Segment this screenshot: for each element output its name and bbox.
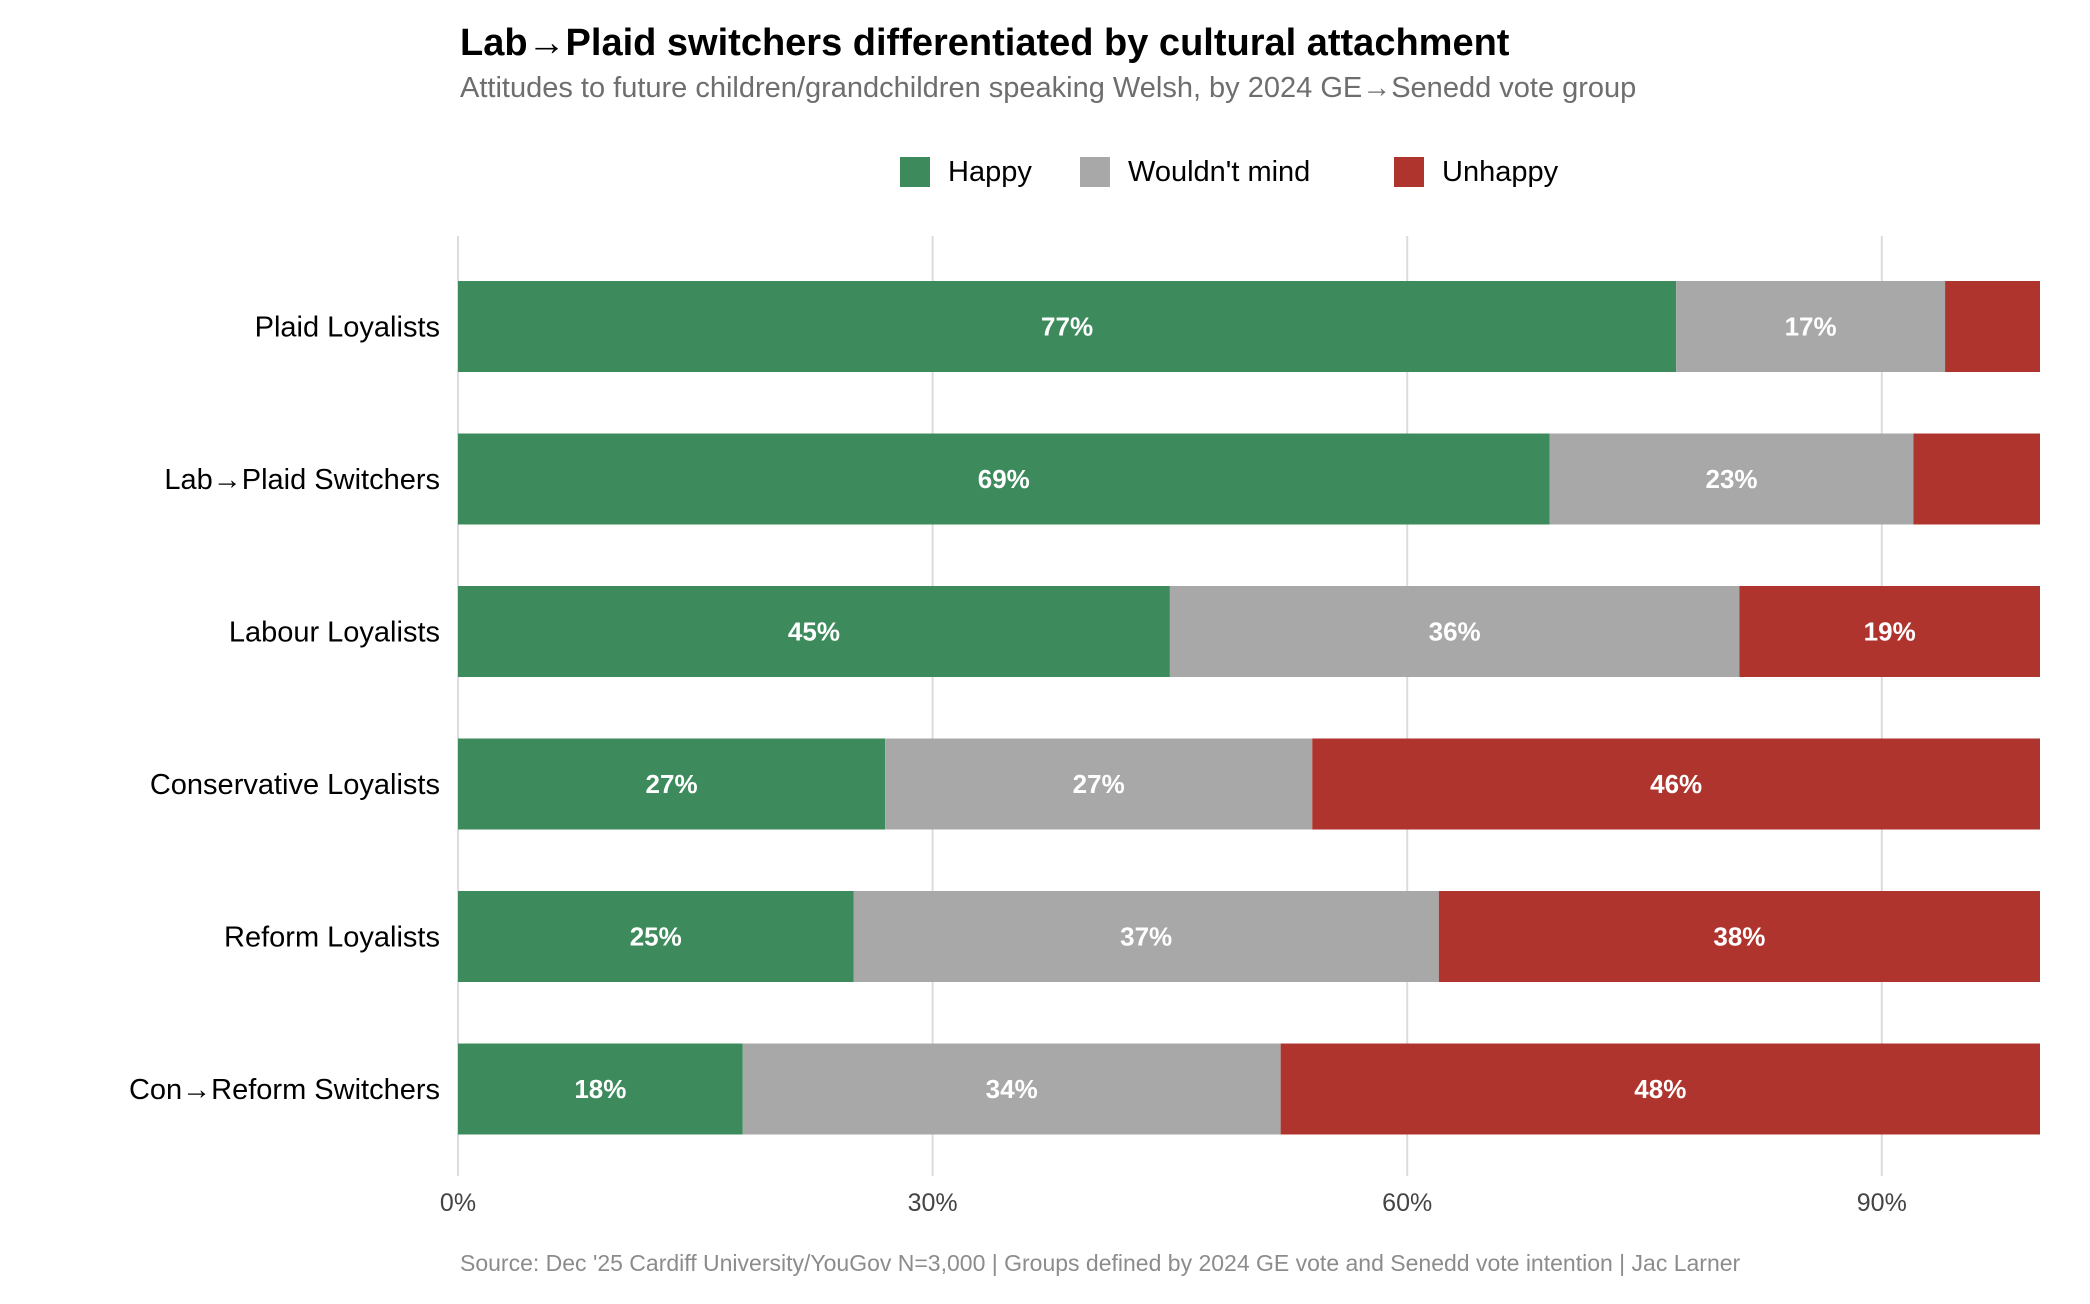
bar-plaid-loyalists-wouldn-t-mind: [1676, 281, 1946, 372]
bar-lab-plaid-switchers-wouldn-t-mind: [1549, 433, 1914, 525]
bar-lab-plaid-switchers-unhappy: [1913, 433, 2040, 525]
bar-labour-loyalists-happy: [458, 586, 1170, 677]
data-label-con-reform-switchers-unhappy: 48%: [1634, 1074, 1686, 1104]
x-tick-label-60: 60%: [1382, 1189, 1432, 1217]
y-label-reform-loyalists: Reform Loyalists: [224, 922, 440, 954]
bar-reform-loyalists-happy: [458, 891, 854, 982]
chart-title: Lab→Plaid switchers differentiated by cu…: [460, 22, 1510, 64]
data-label-lab-plaid-switchers-happy: 69%: [978, 464, 1030, 494]
bar-plaid-loyalists-unhappy: [1945, 281, 2040, 372]
data-label-conservative-loyalists-wouldn-t-mind: 27%: [1073, 769, 1125, 799]
y-axis-labels: Plaid Loyalists Lab→Plaid Switchers Labour…: [129, 312, 440, 1107]
legend-label-wouldnt-mind: Wouldn't mind: [1128, 155, 1311, 188]
bars: 77% 17% 69% 23% 45% 36% 19% 27% 27% 46% 25% 37% 38% 1…: [458, 281, 2040, 1135]
legend-swatch-wouldnt-mind: [1080, 157, 1110, 187]
legend-swatch-unhappy: [1394, 157, 1424, 187]
gridlines: [457, 236, 1883, 1176]
legend: Happy Wouldn't mind Unhappy: [0, 150, 2090, 194]
x-tick-label-0: 0%: [440, 1189, 476, 1217]
data-label-conservative-loyalists-happy: 27%: [646, 769, 698, 799]
y-label-lab-plaid-switchers: Lab→Plaid Switchers: [164, 464, 440, 496]
data-label-labour-loyalists-happy: 45%: [788, 617, 840, 647]
x-axis-tick-labels: 0% 30% 60% 90%: [440, 1189, 1907, 1217]
data-label-reform-loyalists-wouldn-t-mind: 37%: [1120, 922, 1172, 952]
data-label-con-reform-switchers-wouldn-t-mind: 34%: [986, 1074, 1038, 1104]
data-label-labour-loyalists-unhappy: 19%: [1864, 617, 1916, 647]
data-label-labour-loyalists-wouldn-t-mind: 36%: [1429, 617, 1481, 647]
legend-item-unhappy: Unhappy: [1394, 150, 1558, 194]
y-label-plaid-loyalists: Plaid Loyalists: [255, 312, 440, 344]
legend-item-happy: Happy: [900, 150, 1032, 194]
x-tick-label-90: 90%: [1857, 1189, 1907, 1217]
y-label-conservative-loyalists: Conservative Loyalists: [150, 769, 440, 801]
data-label-reform-loyalists-happy: 25%: [630, 922, 682, 952]
legend-label-unhappy: Unhappy: [1442, 155, 1559, 188]
data-label-plaid-loyalists-wouldn-t-mind: 17%: [1785, 312, 1837, 342]
data-label-plaid-loyalists-happy: 77%: [1041, 312, 1093, 342]
chart-subtitle: Attitudes to future children/grandchildr…: [460, 72, 1637, 104]
legend-item-wouldnt-mind: Wouldn't mind: [1080, 150, 1310, 194]
legend-label-happy: Happy: [948, 155, 1032, 188]
bar-con-reform-switchers-unhappy: [1280, 1043, 2040, 1135]
x-tick-label-30: 30%: [908, 1189, 958, 1217]
bar-plaid-loyalists-happy: [458, 281, 1677, 372]
bar-reform-loyalists-unhappy: [1438, 891, 2040, 982]
bar-reform-loyalists-wouldn-t-mind: [853, 891, 1439, 982]
data-label-conservative-loyalists-unhappy: 46%: [1650, 769, 1702, 799]
source-footnote: Source: Dec '25 Cardiff University/YouGo…: [460, 1250, 1741, 1276]
bar-con-reform-switchers-wouldn-t-mind: [742, 1043, 1281, 1135]
data-label-lab-plaid-switchers-wouldn-t-mind: 23%: [1705, 464, 1757, 494]
bar-conservative-loyalists-happy: [458, 738, 886, 830]
bar-labour-loyalists-unhappy: [1739, 586, 2040, 677]
bar-conservative-loyalists-unhappy: [1312, 738, 2040, 830]
data-label-reform-loyalists-unhappy: 38%: [1713, 922, 1765, 952]
data-label-con-reform-switchers-happy: 18%: [574, 1074, 626, 1104]
y-label-con-reform-switchers: Con→Reform Switchers: [129, 1074, 440, 1106]
bar-labour-loyalists-wouldn-t-mind: [1169, 586, 1740, 677]
bar-con-reform-switchers-happy: [458, 1043, 743, 1135]
legend-swatch-happy: [900, 157, 930, 187]
bar-conservative-loyalists-wouldn-t-mind: [885, 738, 1313, 830]
y-label-labour-loyalists: Labour Loyalists: [229, 617, 440, 649]
bar-lab-plaid-switchers-happy: [458, 433, 1550, 525]
